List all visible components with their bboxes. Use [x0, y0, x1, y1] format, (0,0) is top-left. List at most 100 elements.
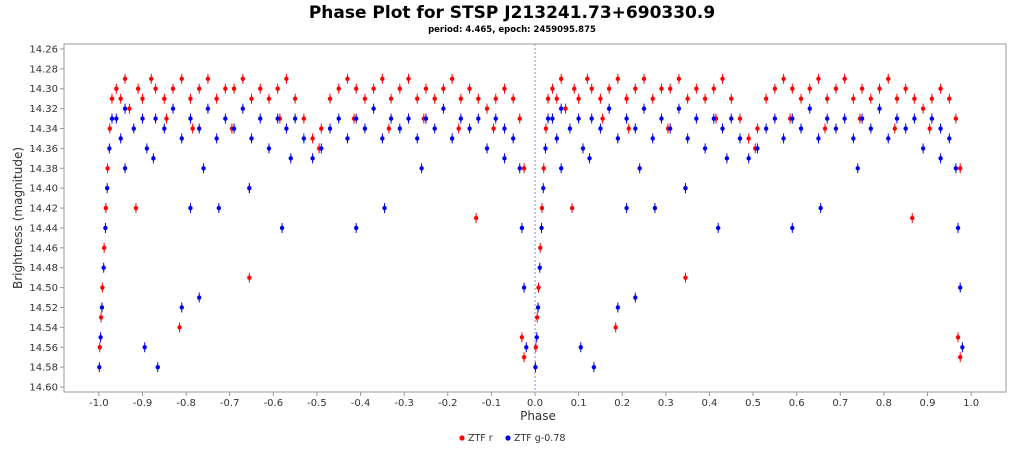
data-point	[955, 335, 961, 340]
data-point	[98, 335, 103, 340]
data-point	[958, 166, 963, 171]
data-point	[99, 305, 105, 310]
data-point	[711, 116, 717, 121]
data-point	[179, 76, 184, 82]
data-point	[859, 86, 865, 91]
data-point	[310, 156, 315, 161]
data-point	[319, 126, 324, 131]
data-point	[543, 126, 549, 131]
data-point	[484, 106, 490, 111]
chart-subtitle: period: 4.465, epoch: 2459095.875	[428, 25, 596, 35]
data-point	[240, 106, 246, 111]
data-point	[131, 126, 136, 131]
x-tick-label: 1.0	[963, 398, 979, 409]
data-point	[140, 116, 145, 121]
y-tick-label: 14.44	[29, 223, 58, 234]
x-ticks-layer: -1.0 -0.9 -0.8 -0.7 -0.6 -0.5 -0.4 -0.3 -0.2 -0.1…	[89, 392, 979, 409]
data-point	[133, 205, 139, 211]
data-point	[676, 106, 682, 111]
data-point	[580, 146, 586, 151]
x-tick-label: -0.4	[351, 398, 371, 409]
data-point	[877, 86, 882, 91]
data-point	[155, 364, 160, 370]
data-point	[179, 136, 184, 141]
data-point	[177, 325, 182, 330]
data-point	[247, 185, 252, 191]
data-point	[641, 106, 647, 111]
data-point	[284, 126, 289, 131]
data-point	[659, 116, 664, 121]
data-point	[162, 126, 167, 131]
legend-swatch-ztf-r	[459, 435, 465, 441]
data-point	[103, 225, 108, 231]
data-point	[572, 86, 577, 91]
legend-swatch-ztf-g	[505, 435, 511, 441]
x-axis-title: Phase	[520, 409, 556, 423]
data-point	[868, 96, 874, 101]
data-point	[510, 136, 516, 141]
data-point	[164, 116, 169, 121]
x-tick-label: 0.5	[745, 398, 761, 409]
data-point	[955, 225, 961, 231]
data-point	[118, 96, 123, 101]
data-point	[190, 126, 195, 131]
data-point	[737, 116, 743, 121]
data-point	[894, 96, 900, 101]
data-point	[833, 126, 839, 131]
data-point	[724, 156, 730, 161]
data-point	[824, 116, 830, 121]
y-tick-label: 14.38	[29, 164, 58, 175]
data-point	[423, 116, 429, 121]
data-point	[388, 96, 394, 101]
data-point	[920, 106, 926, 111]
data-point	[336, 86, 341, 91]
data-point	[275, 116, 280, 121]
data-point	[419, 166, 424, 171]
data-point	[188, 116, 193, 121]
data-point	[772, 86, 778, 91]
y-tick-label: 14.34	[29, 124, 58, 135]
data-point	[502, 86, 507, 91]
x-tick-label: -0.1	[482, 398, 502, 409]
data-point	[441, 106, 446, 111]
y-tick-label: 14.50	[29, 283, 58, 294]
data-point	[140, 96, 145, 101]
data-point	[683, 275, 688, 280]
data-point	[524, 345, 529, 350]
y-tick-label: 14.58	[29, 363, 58, 374]
x-tick-label: 0.0	[527, 398, 543, 409]
y-tick-label: 14.46	[29, 243, 58, 254]
data-point	[406, 116, 411, 121]
data-point	[953, 116, 959, 121]
data-point	[539, 225, 544, 231]
data-point	[903, 126, 908, 131]
data-point	[279, 225, 285, 231]
data-point	[892, 126, 897, 131]
data-point	[353, 116, 359, 121]
data-point	[406, 76, 411, 82]
data-point	[558, 106, 564, 111]
data-point	[345, 76, 350, 82]
data-point	[214, 136, 219, 141]
data-point	[467, 86, 472, 91]
data-point	[685, 96, 690, 101]
data-point	[122, 76, 128, 82]
y-tick-label: 14.40	[29, 184, 58, 195]
data-point	[205, 106, 211, 111]
data-point	[397, 86, 403, 91]
y-tick-label: 14.56	[29, 343, 58, 354]
data-point	[327, 96, 333, 101]
data-point	[104, 185, 110, 191]
data-point	[223, 86, 228, 91]
data-point	[886, 76, 891, 82]
data-point	[521, 285, 527, 290]
data-point	[336, 116, 341, 121]
data-point	[162, 96, 167, 101]
data-point	[122, 166, 128, 171]
data-point	[153, 116, 158, 121]
data-point	[659, 86, 664, 91]
data-point	[539, 205, 545, 211]
data-point	[103, 205, 109, 211]
data-point	[589, 86, 594, 91]
legend-label-ztf-g: ZTF g-0.78	[514, 433, 565, 444]
